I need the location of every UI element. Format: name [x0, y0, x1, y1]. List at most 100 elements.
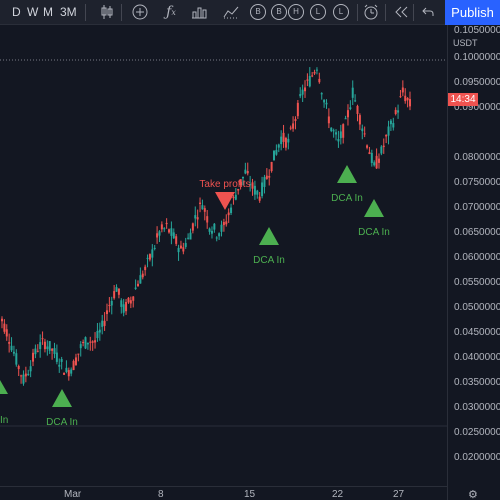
dca-in-marker-partial	[0, 380, 8, 394]
l-circle-button-2[interactable]: L	[333, 4, 349, 20]
candle-body	[101, 320, 104, 327]
candle-body	[39, 342, 42, 350]
candle-body	[253, 185, 256, 195]
candle-body	[215, 237, 218, 239]
candle-body	[22, 374, 25, 384]
candle-body	[55, 352, 58, 362]
candle-body	[172, 232, 175, 239]
candle-body	[258, 196, 261, 201]
candle-body	[110, 301, 113, 306]
candle-body	[275, 149, 278, 155]
candles-icon[interactable]	[100, 2, 114, 22]
candle-body	[1, 318, 3, 322]
candle-body	[187, 237, 190, 239]
candle-body	[115, 287, 118, 292]
chart-plot-area[interactable]: DCA In Take profits DCA In DCA In DCA In In	[0, 25, 447, 486]
price-tick: 0.1000000	[454, 52, 500, 63]
candle-body	[306, 79, 309, 81]
candle-body	[315, 69, 318, 71]
candle-body	[163, 228, 166, 230]
settings-gear-icon[interactable]: ⚙	[468, 489, 478, 500]
undo-icon[interactable]	[421, 2, 435, 22]
timeframe-m-button[interactable]: M	[43, 5, 53, 19]
price-tick: 0.0650000	[454, 227, 500, 238]
price-chart[interactable]: DCA In Take profits DCA In DCA In DCA In In	[0, 25, 447, 486]
timeframe-w-button[interactable]: W	[27, 5, 39, 19]
candle-body	[366, 145, 369, 148]
price-tick: 0.0350000	[454, 377, 500, 388]
candle-body	[339, 131, 342, 139]
price-axis-unit: USDT	[453, 38, 478, 48]
candle-body	[246, 170, 249, 174]
candle-body	[351, 87, 354, 98]
candle-body	[218, 233, 221, 237]
candle-body	[153, 247, 156, 249]
time-tick: 22	[332, 489, 344, 500]
candle-body	[137, 283, 139, 287]
candle-body	[127, 297, 130, 303]
candle-body	[382, 145, 385, 148]
dca-in-label-partial: In	[0, 415, 8, 426]
candle-body	[63, 372, 66, 375]
replay-icon[interactable]	[393, 2, 409, 22]
candle-body	[337, 138, 340, 142]
candle-body	[313, 71, 316, 74]
l-circle-button[interactable]: L	[310, 4, 326, 20]
candle-body	[213, 223, 216, 230]
candle-body	[256, 190, 259, 195]
b-circle-button-2[interactable]: B	[271, 4, 287, 20]
timeframe-d-button[interactable]: D	[12, 5, 21, 19]
candle-body	[201, 205, 204, 210]
candle-body	[375, 155, 378, 169]
candle-body	[287, 138, 290, 143]
candle-body	[168, 229, 171, 233]
take-profits-marker	[215, 192, 235, 210]
candle-body	[385, 135, 388, 137]
timeframe-3m-button[interactable]: 3M	[60, 5, 77, 19]
toolbar-separator	[413, 4, 414, 21]
candle-body	[10, 345, 13, 351]
price-tick: 0.0700000	[454, 202, 500, 213]
time-axis[interactable]: Mar 8 15 22 27	[0, 486, 447, 500]
alert-clock-icon[interactable]	[362, 2, 380, 22]
candle-body	[234, 194, 237, 200]
candle-body	[189, 232, 192, 240]
add-indicator-icon[interactable]	[131, 2, 149, 22]
h-circle-button[interactable]: H	[288, 4, 304, 20]
candle-body	[182, 247, 185, 252]
candle-body	[113, 291, 116, 299]
current-price-badge: 14:34	[448, 93, 478, 106]
bar-chart-icon[interactable]	[190, 2, 208, 22]
publish-button[interactable]: Publish	[445, 0, 500, 25]
candle-body	[96, 330, 99, 339]
candle-body	[296, 102, 299, 117]
candle-body	[206, 216, 209, 223]
dca-in-label: DCA In	[358, 227, 390, 238]
time-tick: 27	[393, 489, 405, 500]
candle-body	[86, 342, 89, 345]
candle-body	[404, 95, 407, 102]
candle-body	[129, 300, 132, 304]
candle-body	[177, 247, 180, 253]
price-tick: 0.0250000	[454, 427, 500, 438]
candle-body	[165, 222, 168, 225]
candle-body	[289, 127, 292, 129]
dca-in-marker	[52, 389, 72, 407]
candle-body	[232, 196, 235, 199]
candle-body	[280, 136, 283, 145]
candle-body	[370, 152, 373, 163]
candle-body	[170, 228, 173, 236]
candle-body	[146, 257, 149, 259]
b-circle-button[interactable]: B	[250, 4, 266, 20]
candle-body	[210, 230, 213, 234]
candle-body	[373, 162, 376, 166]
candle-body	[91, 341, 94, 343]
candle-body	[251, 182, 254, 189]
candle-body	[132, 296, 135, 301]
toolbar-separator	[385, 4, 386, 21]
line-drawing-icon[interactable]	[222, 2, 240, 22]
toolbar-separator	[121, 4, 122, 21]
dca-in-marker	[259, 227, 279, 245]
candle-body	[354, 100, 357, 102]
